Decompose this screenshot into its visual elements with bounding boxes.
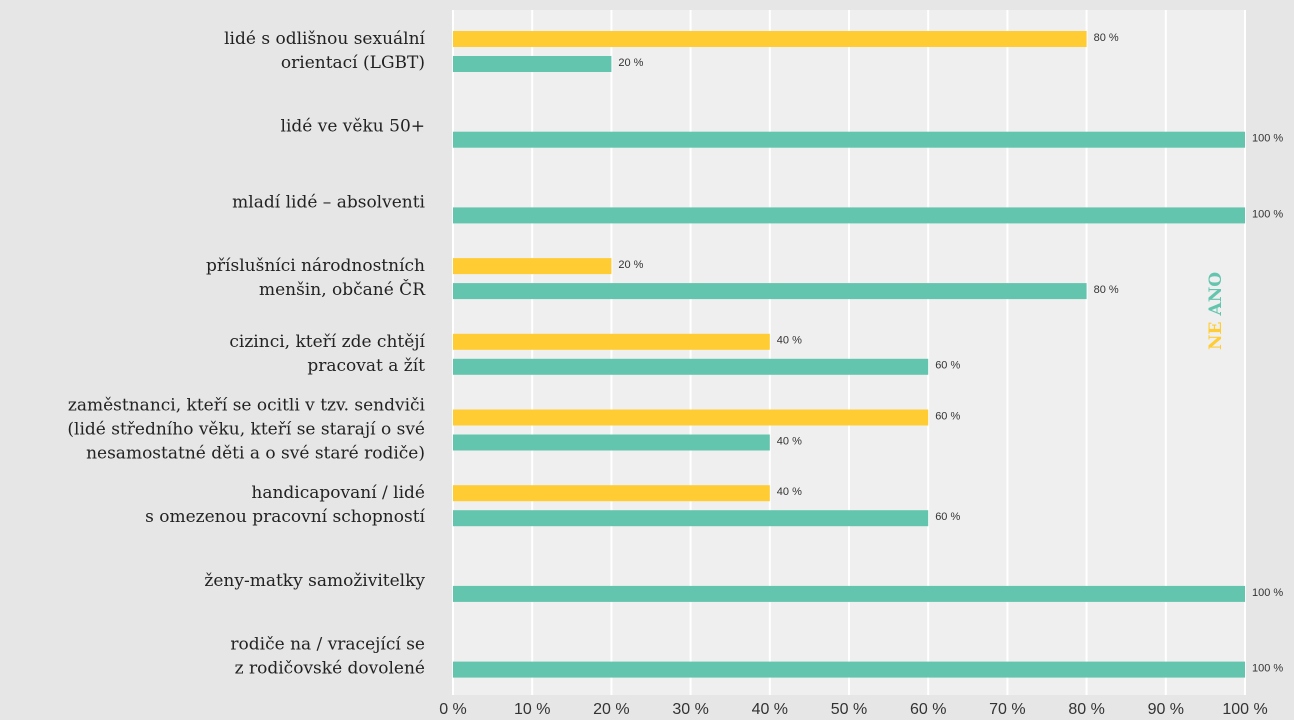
bar (453, 510, 929, 527)
bar (453, 131, 1245, 148)
value-label: 40 % (777, 435, 802, 447)
bar (453, 283, 1087, 300)
bar (453, 358, 929, 375)
x-tick-label: 40 % (752, 701, 788, 718)
category-label: z rodičovské dovolené (235, 659, 425, 679)
legend-entry: NE (1206, 321, 1226, 350)
x-tick-label: 80 % (1068, 701, 1104, 718)
legend: NE ANO (1206, 272, 1226, 350)
bar (453, 333, 770, 350)
category-label: (lidé středního věku, kteří se starají o… (67, 420, 425, 440)
value-label: 20 % (618, 259, 643, 271)
legend-entry: ANO (1206, 272, 1226, 317)
category-label: lidé s odlišnou sexuální (224, 29, 425, 49)
x-tick-label: 0 % (439, 701, 467, 718)
value-label: 80 % (1094, 284, 1119, 296)
x-tick-label: 10 % (514, 701, 550, 718)
value-label: 80 % (1094, 32, 1119, 44)
category-label: zaměstnanci, kteří se ocitli v tzv. send… (68, 396, 426, 416)
x-tick-label: 20 % (593, 701, 629, 718)
x-tick-label: 70 % (989, 701, 1025, 718)
value-label: 60 % (935, 410, 960, 422)
bar (453, 409, 929, 426)
category-label: orientací (LGBT) (281, 53, 425, 73)
value-label: 20 % (618, 57, 643, 69)
bar (453, 485, 770, 502)
value-label: 100 % (1252, 208, 1283, 220)
category-label: ženy-matky samoživitelky (204, 571, 425, 591)
category-label: mladí lidé – absolventi (232, 192, 425, 212)
value-label: 100 % (1252, 133, 1283, 145)
value-label: 60 % (935, 511, 960, 523)
x-tick-label: 90 % (1148, 701, 1184, 718)
bar (453, 31, 1087, 47)
category-label: menšin, občané ČR (259, 279, 426, 300)
category-label: pracovat a žít (307, 356, 425, 376)
value-label: 100 % (1252, 587, 1283, 599)
bar (453, 56, 612, 72)
category-label: rodiče na / vracející se (230, 635, 425, 655)
bar (453, 585, 1245, 602)
x-tick-label: 100 % (1222, 701, 1267, 718)
category-label: lidé ve věku 50+ (281, 117, 425, 137)
bar (453, 434, 770, 451)
category-label: cizinci, kteří zde chtějí (229, 332, 425, 352)
value-label: 40 % (777, 486, 802, 498)
value-label: 40 % (777, 335, 802, 347)
x-tick-label: 50 % (831, 701, 867, 718)
value-label: 60 % (935, 360, 960, 372)
category-label: handicapovaní / lidé (251, 483, 425, 503)
bar (453, 207, 1245, 224)
category-label: s omezenou pracovní schopností (145, 507, 425, 527)
value-label: 100 % (1252, 663, 1283, 675)
bar (453, 661, 1245, 678)
category-label: příslušníci národnostních (206, 256, 425, 276)
category-label: nesamostatné děti a o své staré rodiče) (86, 444, 425, 464)
bar (453, 258, 612, 275)
x-tick-label: 30 % (672, 701, 708, 718)
x-tick-label: 60 % (910, 701, 946, 718)
